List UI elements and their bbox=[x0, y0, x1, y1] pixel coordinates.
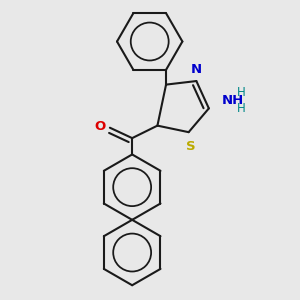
Text: S: S bbox=[186, 140, 196, 153]
Text: H: H bbox=[236, 102, 245, 115]
Text: NH: NH bbox=[222, 94, 244, 106]
Text: N: N bbox=[191, 63, 202, 76]
Text: H: H bbox=[236, 86, 245, 99]
Text: O: O bbox=[94, 120, 105, 133]
